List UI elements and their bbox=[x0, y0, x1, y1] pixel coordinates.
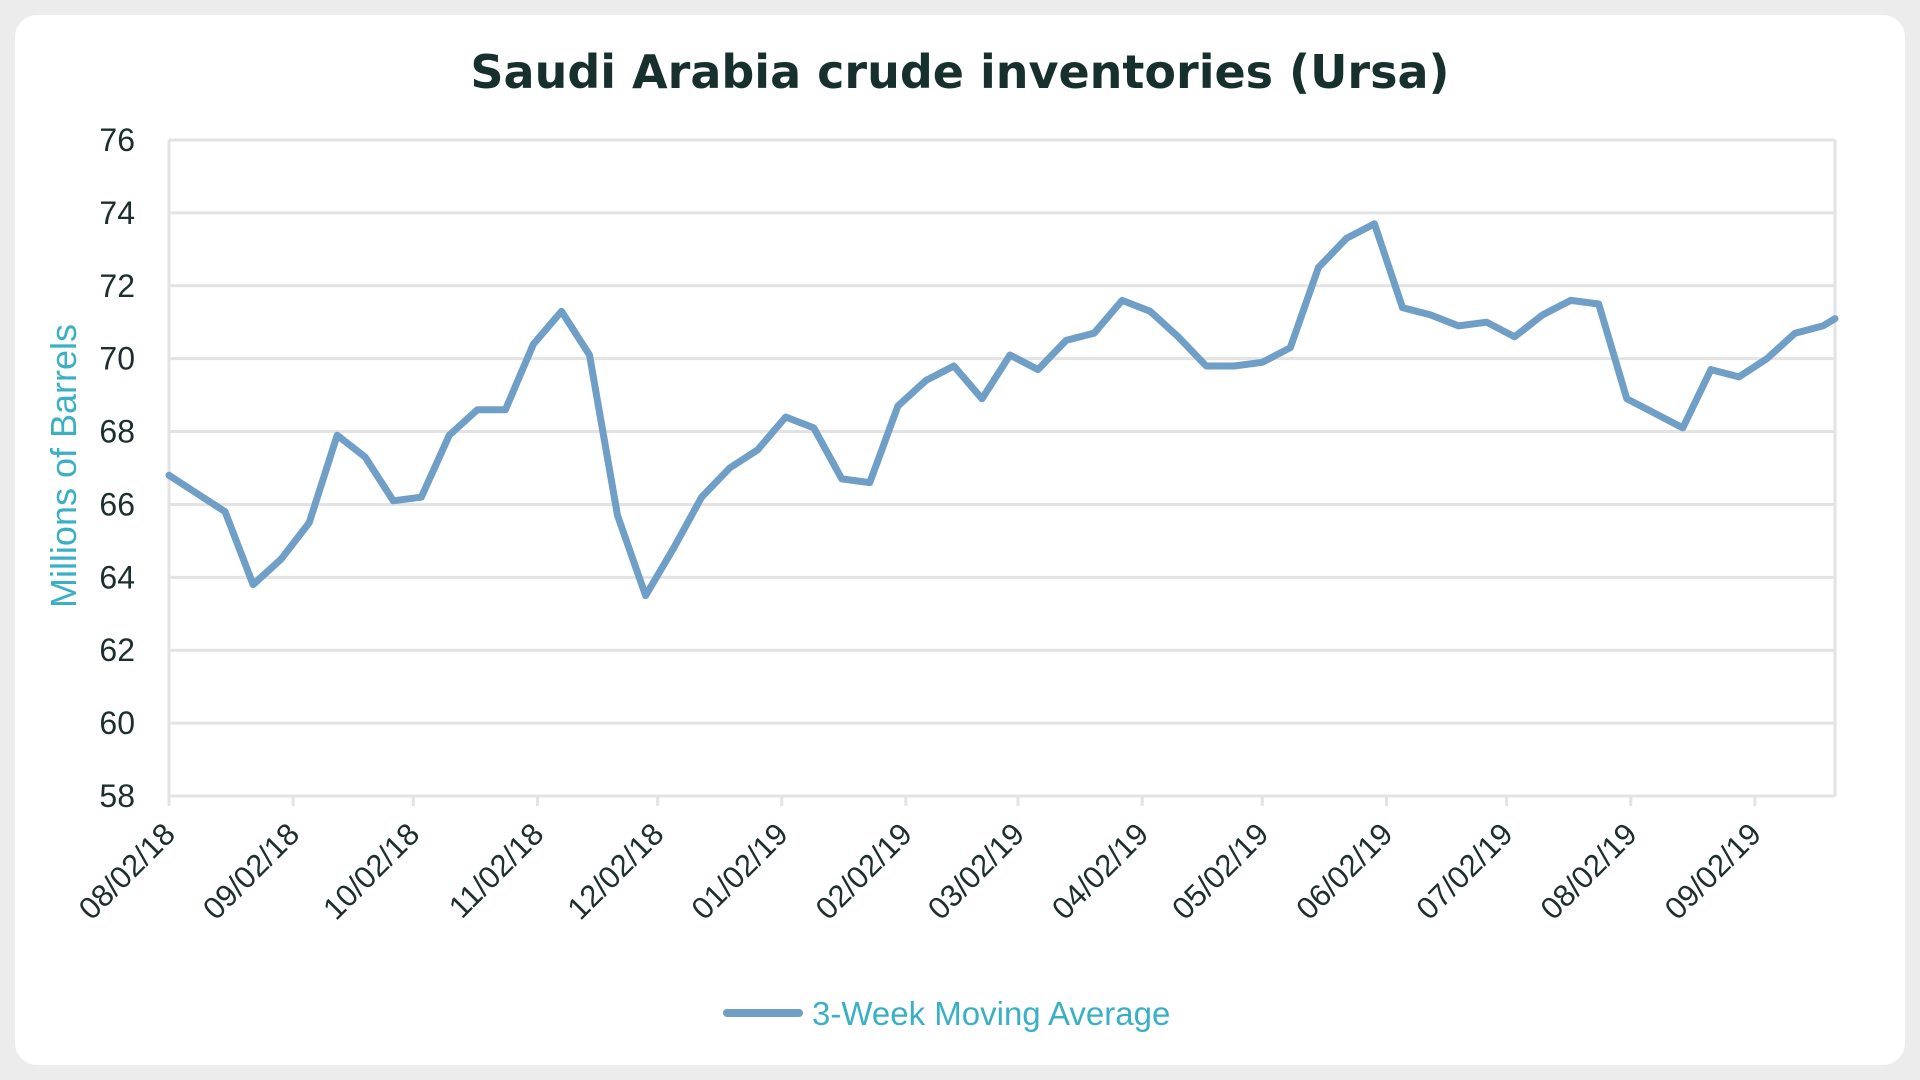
x-tick-label: 03/02/19 bbox=[921, 816, 1031, 926]
y-tick-label: 76 bbox=[99, 122, 135, 158]
y-axis-label: Millions of Barrels bbox=[43, 324, 84, 608]
series-lines bbox=[165, 220, 1839, 600]
y-axis-ticks: 58 60 62 64 66 68 70 72 74 76 bbox=[99, 122, 135, 814]
grid-lines bbox=[169, 138, 1835, 798]
y-tick-label: 74 bbox=[99, 195, 135, 231]
x-tick-label: 01/02/19 bbox=[685, 816, 795, 926]
chart-svg: Saudi Arabia crude inventories (Ursa) Mi… bbox=[43, 45, 1839, 1032]
y-tick-label: 72 bbox=[99, 268, 135, 304]
chart-card: Saudi Arabia crude inventories (Ursa) Mi… bbox=[15, 15, 1905, 1065]
y-tick-label: 62 bbox=[99, 632, 135, 668]
y-tick-label: 66 bbox=[99, 486, 135, 522]
x-tick-label: 08/02/19 bbox=[1534, 816, 1644, 926]
x-tick-label: 10/02/18 bbox=[316, 816, 426, 926]
x-tick-label: 09/02/18 bbox=[196, 816, 306, 926]
plot-frame bbox=[167, 140, 1837, 796]
series-line-0 bbox=[165, 220, 1839, 600]
x-tick-label: 02/02/19 bbox=[809, 816, 919, 926]
legend-label: 3-Week Moving Average bbox=[812, 995, 1170, 1032]
x-tick-label: 08/02/18 bbox=[72, 816, 182, 926]
x-tick-label: 05/02/19 bbox=[1165, 816, 1275, 926]
y-tick-label: 64 bbox=[99, 559, 135, 595]
y-tick-label: 70 bbox=[99, 341, 135, 377]
y-tick-label: 60 bbox=[99, 705, 135, 741]
x-axis-ticks: 08/02/18 09/02/18 10/02/18 11/02/18 12/02/18… bbox=[72, 796, 1768, 926]
y-tick-label: 68 bbox=[99, 414, 135, 450]
y-tick-label: 58 bbox=[99, 778, 135, 814]
x-tick-label: 09/02/19 bbox=[1658, 816, 1768, 926]
chart-title: Saudi Arabia crude inventories (Ursa) bbox=[470, 45, 1449, 99]
x-tick-label: 04/02/19 bbox=[1045, 816, 1155, 926]
x-tick-label: 12/02/18 bbox=[560, 816, 670, 926]
x-tick-label: 06/02/19 bbox=[1289, 816, 1399, 926]
x-tick-label: 07/02/19 bbox=[1409, 816, 1519, 926]
legend: 3-Week Moving Average bbox=[723, 995, 1170, 1032]
x-tick-label: 11/02/18 bbox=[442, 816, 550, 924]
